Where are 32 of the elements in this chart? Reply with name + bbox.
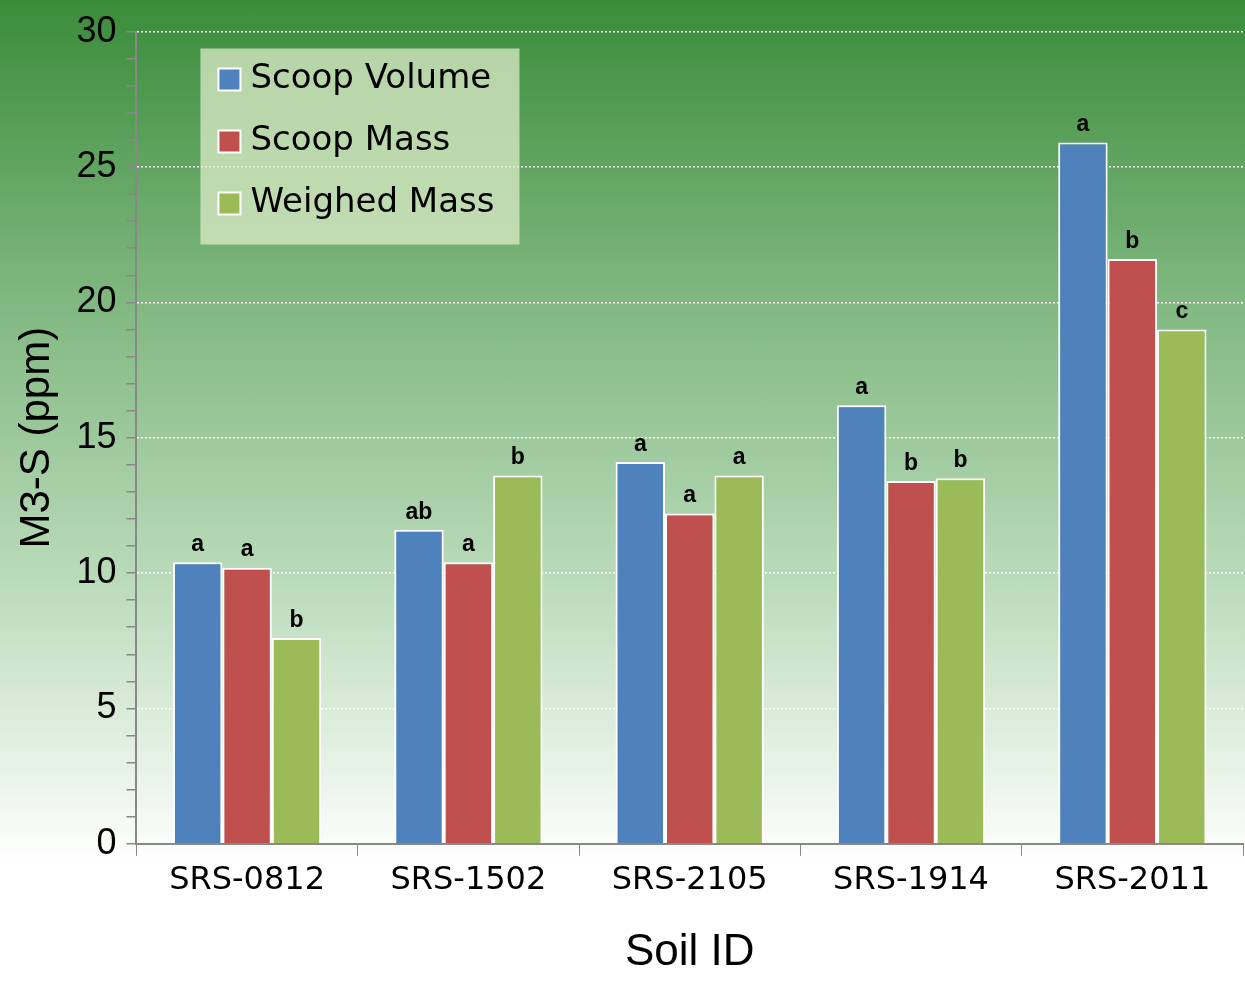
y-tick-label: 15 [76, 414, 117, 456]
data-label: b [289, 605, 304, 632]
x-tick-label: SRS-2011 [1054, 859, 1211, 898]
x-tick-label: SRS-1502 [390, 859, 547, 898]
data-label: a [683, 481, 697, 508]
y-tick-label: 10 [76, 549, 117, 591]
data-label: b [510, 443, 525, 470]
data-label: a [191, 530, 205, 557]
data-label: a [462, 530, 476, 557]
data-label: c [1175, 297, 1189, 324]
y-tick-label: 20 [76, 279, 117, 321]
data-label: b [1125, 226, 1140, 253]
legend-label: Scoop Volume [250, 56, 492, 97]
x-tick-label: SRS-0812 [169, 859, 326, 898]
data-label: b [904, 448, 919, 475]
data-label: b [953, 446, 968, 473]
data-label: a [855, 373, 869, 400]
y-tick-label: 5 [96, 685, 117, 727]
legend-label: Weighed Mass [250, 180, 495, 221]
y-tick-label: 30 [76, 8, 117, 50]
y-axis-title: M3-S (ppm) [10, 326, 58, 549]
legend-label: Scoop Mass [250, 118, 451, 159]
y-tick-label: 0 [96, 820, 117, 862]
y-tick-label: 25 [76, 143, 117, 185]
data-label: a [240, 535, 254, 562]
x-axis-title: Soil ID [624, 924, 755, 974]
data-label: a [1076, 110, 1090, 137]
x-tick-label: SRS-2105 [611, 859, 768, 898]
x-tick-label: SRS-1914 [833, 859, 989, 898]
data-label: ab [405, 497, 433, 524]
data-label: a [732, 443, 746, 470]
data-label: a [633, 429, 647, 456]
